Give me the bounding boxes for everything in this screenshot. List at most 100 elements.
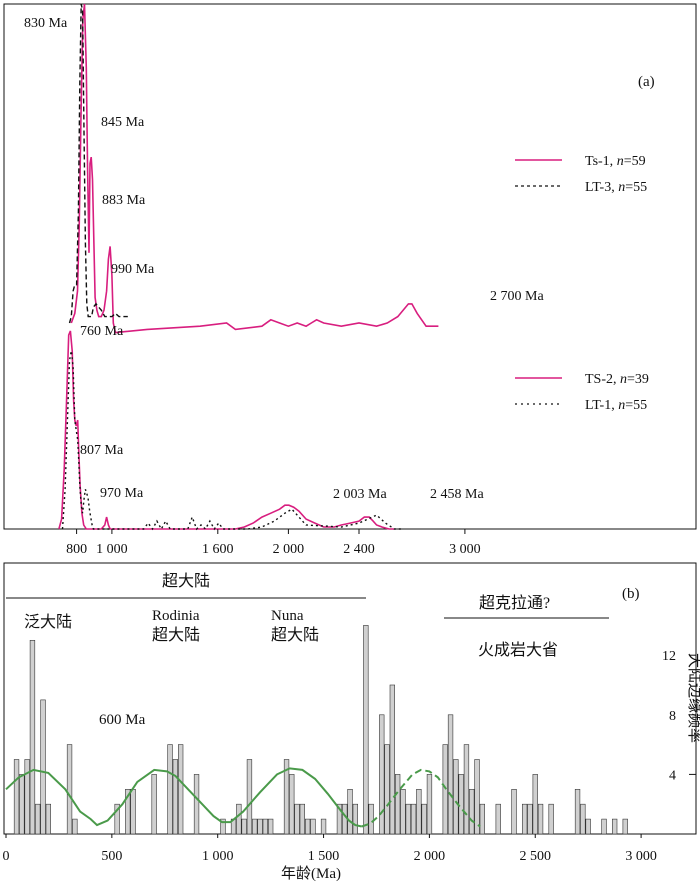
annotation-990ma: 990 Ma <box>111 262 155 277</box>
legend-label-lt1: LT-1, n=55 <box>585 398 647 413</box>
histogram-bar <box>363 625 369 835</box>
panel-a: (a) 800 1 000 1 600 2 000 2 400 3 000 830 Ma … <box>3 3 697 557</box>
histogram-bar <box>527 803 533 835</box>
histogram-bar <box>469 788 475 835</box>
histogram-bar <box>172 759 178 835</box>
histogram-bar <box>193 774 200 835</box>
histogram-bar <box>257 818 263 835</box>
panel-b-bars <box>13 625 628 835</box>
histogram-bar <box>585 818 591 835</box>
b-y-tick-label: 8 <box>669 709 676 724</box>
panel-b-y-ticks: 4 8 12 <box>662 649 696 783</box>
annotation-807ma: 807 Ma <box>80 443 124 458</box>
histogram-bar <box>310 818 316 835</box>
b-x-tick-label: 1 500 <box>308 849 340 864</box>
histogram-bar <box>421 803 427 835</box>
histogram-bar <box>151 774 157 835</box>
panel-a-x-ticks: 800 1 000 1 600 2 000 2 400 3 000 <box>66 529 481 557</box>
histogram-bar <box>252 818 258 835</box>
a-x-tick-label: 2 400 <box>343 542 375 557</box>
annotation-rodinia-sub: 超大陆 <box>152 626 200 644</box>
series-line-upper-0 <box>70 3 439 334</box>
histogram-bar <box>426 774 433 835</box>
histogram-bar <box>236 803 242 835</box>
b-x-tick-label: 0 <box>3 849 10 864</box>
histogram-bar <box>294 803 300 835</box>
annotation-2700ma: 2 700 Ma <box>490 289 544 304</box>
histogram-bar <box>574 788 581 835</box>
annotation-970ma: 970 Ma <box>100 486 144 501</box>
histogram-bar <box>384 744 390 835</box>
cycle-curve-1 <box>361 768 481 828</box>
annotation-2003ma: 2 003 Ma <box>333 487 387 502</box>
a-x-tick-label: 1 600 <box>202 542 234 557</box>
histogram-bar <box>246 759 253 835</box>
histogram-bar <box>474 759 480 835</box>
histogram-bar <box>458 774 464 835</box>
histogram-bar <box>241 818 247 835</box>
histogram-bar <box>416 788 422 835</box>
legend-lower: TS-2, n=39 LT-1, n=55 <box>515 372 649 413</box>
annotation-supercraton: 超克拉通? <box>479 594 550 612</box>
histogram-bar <box>267 818 274 835</box>
histogram-bar <box>495 803 501 835</box>
histogram-bar <box>611 818 618 835</box>
annotation-nuna: Nuna <box>271 608 304 624</box>
legend-upper: Ts-1, n=59 LT-3, n=55 <box>515 154 647 195</box>
panel-b-x-ticks: 0 500 1 000 1 500 2 000 2 500 3 000 <box>3 834 657 864</box>
histogram-bar <box>622 818 628 835</box>
histogram-bar <box>479 803 485 835</box>
histogram-bar <box>511 788 517 835</box>
histogram-bar <box>532 774 538 835</box>
histogram-bar <box>463 744 470 835</box>
annotation-nuna-sub: 超大陆 <box>271 626 319 644</box>
histogram-bar <box>521 803 528 835</box>
panel-b-label: (b) <box>622 586 640 602</box>
annotation-pangea: 泛大陆 <box>24 613 72 631</box>
a-x-tick-label: 3 000 <box>449 542 481 557</box>
annotation-lip: 火成岩大省 <box>478 641 558 659</box>
histogram-bar <box>400 788 406 835</box>
histogram-bar <box>40 699 46 835</box>
histogram-bar <box>304 818 311 835</box>
histogram-bar <box>283 759 290 835</box>
panel-a-frame <box>3 3 697 530</box>
histogram-bar <box>405 803 411 835</box>
histogram-bar <box>299 803 305 835</box>
legend-label-ts2: TS-2, n=39 <box>585 372 649 387</box>
panel-b-y-axis-label: 大陆边缘频率 <box>686 653 700 743</box>
histogram-bar <box>453 759 459 835</box>
histogram-bar <box>394 774 401 835</box>
histogram-bar <box>262 818 268 835</box>
histogram-bar <box>342 803 348 835</box>
a-x-tick-label: 1 000 <box>96 542 128 557</box>
histogram-bar <box>336 803 343 835</box>
b-x-tick-label: 500 <box>101 849 122 864</box>
legend-label-lt3: LT-3, n=55 <box>585 180 647 195</box>
histogram-bar <box>29 639 36 835</box>
histogram-bar <box>601 818 607 835</box>
histogram-bar <box>580 803 586 835</box>
annotation-600ma: 600 Ma <box>99 712 146 728</box>
annotation-2458ma: 2 458 Ma <box>430 487 484 502</box>
histogram-bar <box>167 744 173 835</box>
histogram-bar <box>320 818 327 835</box>
panel-a-label: (a) <box>638 74 655 90</box>
histogram-bar <box>178 744 184 835</box>
histogram-bar <box>352 803 358 835</box>
b-y-tick-label: 12 <box>662 649 676 664</box>
annotation-760ma: 760 Ma <box>80 324 124 339</box>
series-line-lower-0 <box>58 330 395 530</box>
histogram-bar <box>125 788 131 835</box>
histogram-bar <box>289 774 295 835</box>
annotation-rodinia: Rodinia <box>152 608 200 624</box>
histogram-bar <box>347 788 353 835</box>
a-x-tick-label: 2 000 <box>273 542 305 557</box>
cycle-curve-0 <box>5 767 362 828</box>
histogram-bar <box>114 803 120 835</box>
histogram-bar <box>389 684 395 835</box>
series-line-lower-1 <box>61 350 404 531</box>
histogram-bar <box>537 803 544 835</box>
histogram-bar <box>548 803 554 835</box>
